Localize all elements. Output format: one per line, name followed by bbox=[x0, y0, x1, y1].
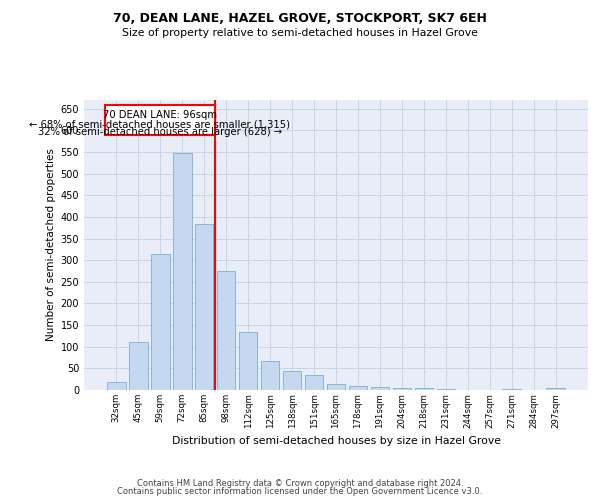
Bar bbox=[239, 332, 257, 390]
Bar bbox=[173, 153, 191, 390]
Text: Size of property relative to semi-detached houses in Hazel Grove: Size of property relative to semi-detach… bbox=[122, 28, 478, 38]
Text: 32% of semi-detached houses are larger (628) →: 32% of semi-detached houses are larger (… bbox=[38, 127, 282, 137]
Text: 70 DEAN LANE: 96sqm: 70 DEAN LANE: 96sqm bbox=[103, 110, 217, 120]
Text: Contains HM Land Registry data © Crown copyright and database right 2024.: Contains HM Land Registry data © Crown c… bbox=[137, 478, 463, 488]
Bar bbox=[305, 376, 323, 390]
Y-axis label: Number of semi-detached properties: Number of semi-detached properties bbox=[46, 148, 56, 342]
Bar bbox=[437, 389, 455, 390]
Bar bbox=[217, 271, 235, 390]
Bar bbox=[283, 370, 301, 390]
Text: Contains public sector information licensed under the Open Government Licence v3: Contains public sector information licen… bbox=[118, 487, 482, 496]
Bar bbox=[502, 389, 521, 390]
Bar bbox=[129, 342, 148, 390]
Bar bbox=[349, 386, 367, 390]
Text: 70, DEAN LANE, HAZEL GROVE, STOCKPORT, SK7 6EH: 70, DEAN LANE, HAZEL GROVE, STOCKPORT, S… bbox=[113, 12, 487, 26]
Bar bbox=[392, 388, 411, 390]
Bar bbox=[195, 224, 214, 390]
Bar bbox=[261, 360, 280, 390]
Bar bbox=[105, 105, 215, 136]
Bar bbox=[326, 384, 346, 390]
Bar bbox=[371, 387, 389, 390]
X-axis label: Distribution of semi-detached houses by size in Hazel Grove: Distribution of semi-detached houses by … bbox=[172, 436, 500, 446]
Bar bbox=[415, 388, 433, 390]
Bar bbox=[547, 388, 565, 390]
Text: ← 68% of semi-detached houses are smaller (1,315): ← 68% of semi-detached houses are smalle… bbox=[29, 119, 290, 129]
Bar bbox=[107, 382, 125, 390]
Bar bbox=[151, 254, 170, 390]
